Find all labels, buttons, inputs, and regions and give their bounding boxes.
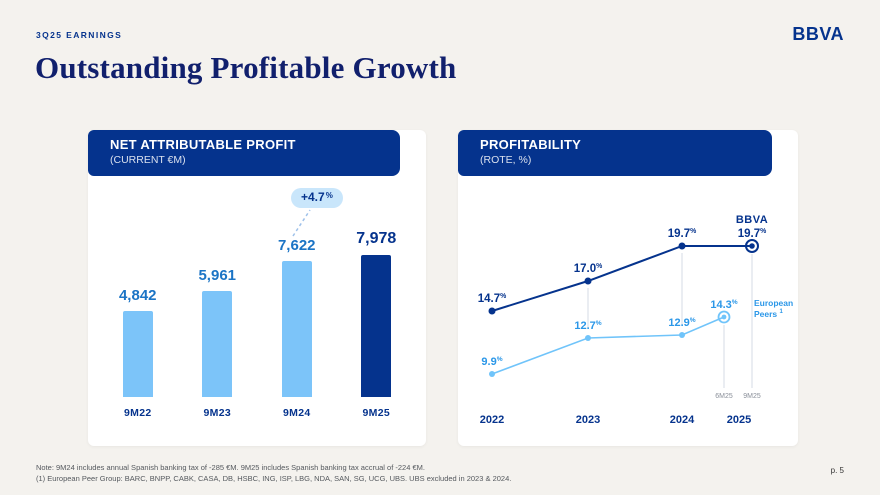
footnotes: Note: 9M24 includes annual Spanish banki… [36,463,511,485]
page-number: p. 5 [830,466,844,475]
bar [281,261,312,397]
net-profit-panel-subtitle: (CURRENT €M) [110,154,186,166]
profitability-panel-subtitle: (ROTE, %) [480,154,532,166]
bbva-marker [678,242,686,250]
bar-category-label: 9M25 [362,407,390,419]
profitability-panel-header: PROFITABILITY (ROTE, %) [458,130,772,176]
period-label: 9M25 [743,393,761,400]
peer-marker [721,314,727,320]
peer-point-label: 9.9% [481,356,502,368]
peer-end-marker [717,310,731,324]
peer-legend: European Peers 1 [754,298,793,320]
peer-line [491,316,725,375]
bar-chart: 4,842 9M22 5,961 9M23 7,622 9M24 7,978 9M25 [98,230,416,422]
bar [122,311,153,397]
eyebrow-text: 3Q25 EARNINGS [36,30,123,40]
bar [202,291,233,397]
bbva-series-label: BBVA [736,214,768,226]
bar-column: 7,978 9M25 [341,230,411,422]
x-axis-label: 2025 [727,414,751,426]
bar-column: 5,961 9M23 [182,267,252,422]
bbva-marker [749,243,755,249]
x-axis-label: 2024 [670,414,695,426]
bar [361,255,392,397]
peer-legend-line1: European [754,298,794,308]
net-profit-panel: NET ATTRIBUTABLE PROFIT (CURRENT €M) +4.… [88,130,426,446]
peer-point-label: 12.7% [574,320,601,332]
footnote-line-1: Note: 9M24 includes annual Spanish banki… [36,463,425,472]
page-title: Outstanding Profitable Growth [35,50,457,85]
peer-marker [679,332,685,338]
percent-sign: % [325,191,333,200]
peer-point-label: 14.3% [710,299,737,311]
net-profit-panel-header: NET ATTRIBUTABLE PROFIT (CURRENT €M) [88,130,400,176]
bbva-marker [584,277,592,285]
bar-value-label: 5,961 [198,267,237,284]
period-label: 6M25 [715,393,733,400]
x-axis-label: 2023 [576,414,600,426]
bbva-point-label: 14.7% [478,293,507,305]
bar-category-label: 9M22 [124,407,152,419]
bbva-point-label: 17.0% [574,263,603,275]
footnote-line-2: (1) European Peer Group: BARC, BNPP, CAB… [36,473,512,483]
bbva-marker [488,307,496,315]
bar-value-label: 7,622 [277,237,316,254]
footnote-marker: 1 [779,309,783,316]
x-axis-label: 2022 [480,414,504,426]
profitability-panel-title: PROFITABILITY [480,137,582,152]
growth-badge: +4.7% [291,188,343,208]
bar-category-label: 9M24 [283,407,311,419]
bar-value-label: 4,842 [118,287,157,304]
bbva-logo: BBVA [792,24,844,44]
peer-marker [489,371,495,377]
bar-category-label: 9M23 [203,407,231,419]
peer-point-label: 12.9% [668,317,695,329]
bbva-point-label: 19.7% [668,228,697,240]
bbva-point-label: 19.7% [738,228,767,240]
peer-marker [585,335,591,341]
bar-value-label: 7,978 [356,230,397,247]
bbva-line [491,245,752,312]
bar-column: 4,842 9M22 [103,287,173,422]
net-profit-panel-title: NET ATTRIBUTABLE PROFIT [110,137,296,152]
line-chart: 14.7% 17.0% 19.7% 19.7% 9.9% 12.7% 12.9% 14.3% B… [478,214,768,426]
peer-legend-line2: Peers 1 [754,309,783,320]
growth-badge-value: +4.7 [301,190,325,204]
profitability-panel: 14.7% 17.0% 19.7% 19.7% 9.9% 12.7% 12.9% 14.3% B… [458,130,798,446]
bbva-end-marker [745,239,759,253]
bar-column: 7,622 9M24 [262,237,332,422]
